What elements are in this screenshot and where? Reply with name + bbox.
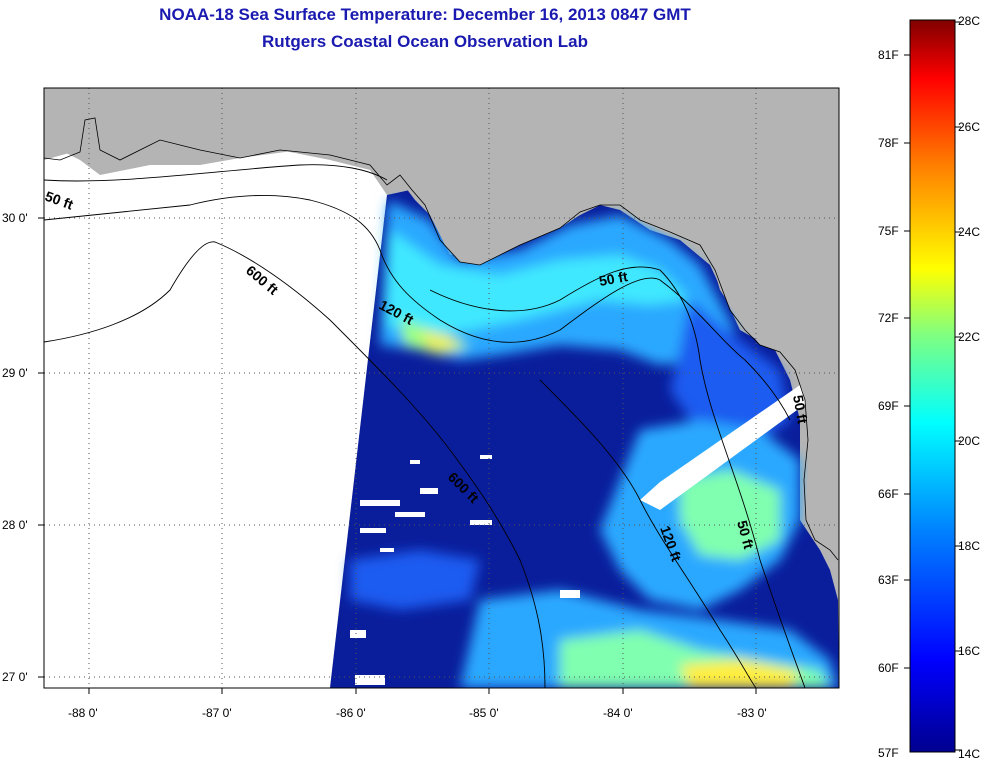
colorbar-c-label: 26C	[958, 120, 981, 134]
colorbar-c-label: 24C	[958, 225, 981, 239]
lat-label: 28 0'	[2, 518, 28, 532]
colorbar-c-label: 20C	[958, 434, 981, 448]
lon-label: -87 0'	[202, 706, 232, 720]
map-title: NOAA-18 Sea Surface Temperature: Decembe…	[159, 5, 691, 24]
colorbar-c-label: 28C	[958, 14, 981, 28]
lon-label: -86 0'	[336, 706, 366, 720]
lon-label: -88 0'	[68, 706, 98, 720]
colorbar-f-label: 78F	[878, 136, 899, 150]
colorbar-f-label: 60F	[878, 661, 899, 675]
no-data-region	[44, 130, 387, 688]
contour-label: 50 ft	[734, 519, 757, 551]
lat-label: 29 0'	[2, 366, 28, 380]
lon-label: -83 0'	[737, 706, 767, 720]
lat-label: 27 0'	[2, 670, 28, 684]
colorbar-f-label: 72F	[878, 311, 899, 325]
shelf-water	[350, 200, 838, 688]
lat-label: 30 0'	[2, 211, 28, 225]
contour-label: 50 ft	[790, 394, 811, 425]
colorbar-c-label: 18C	[958, 539, 981, 553]
coastline	[44, 117, 839, 561]
northern-land	[44, 88, 839, 175]
contour-label: 50 ft	[598, 268, 629, 289]
colorbar-c-label: 16C	[958, 644, 981, 658]
map-frame	[43, 87, 840, 689]
colorbar-f-label: 69F	[878, 399, 899, 413]
colorbar-f-label: 75F	[878, 224, 899, 238]
axis-ticks	[38, 217, 757, 694]
colorbar-f-label: 66F	[878, 487, 899, 501]
colorbar-f-label: 63F	[878, 573, 899, 587]
colorbar	[909, 19, 956, 753]
graticule	[44, 88, 839, 688]
map-subtitle: Rutgers Coastal Ocean Observation Lab	[262, 32, 588, 51]
florida-land	[387, 88, 839, 560]
colorbar-ticks	[904, 21, 961, 751]
colorbar-c-label: 14C	[958, 747, 981, 761]
depth-contours	[44, 164, 806, 688]
swath-gap	[640, 385, 808, 510]
colorbar-f-label: 81F	[878, 48, 899, 62]
cloud-speckles	[350, 455, 580, 685]
lon-label: -84 0'	[603, 706, 633, 720]
colorbar-c-label: 22C	[958, 330, 981, 344]
lon-label: -85 0'	[469, 706, 499, 720]
colorbar-f-label: 57F	[878, 746, 899, 760]
